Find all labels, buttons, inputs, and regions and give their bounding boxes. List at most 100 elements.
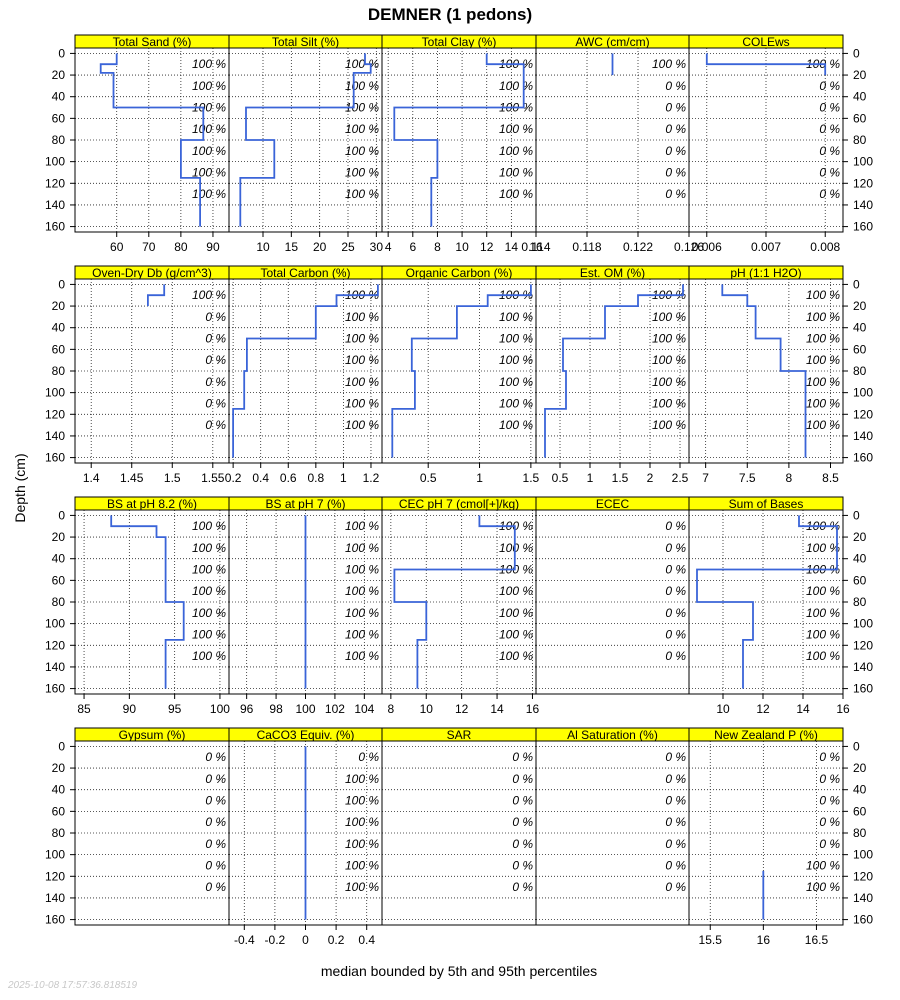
panel-11: BS at pH 8.2 (%) 100 % 100 % 100 % 100 % 100 … — [74, 496, 230, 716]
panel-7: Total Carbon (%) 100 % 100 % 100 % 100 % 100 … — [225, 265, 383, 485]
x-axis-caption: median bounded by 5th and 95th percentil… — [320, 963, 598, 979]
panel-20: New Zealand P (%)0 %0 %0 %0 %0 %100 %100… — [688, 727, 844, 947]
x-tick-label: 12 — [455, 702, 469, 716]
x-tick-label: 16.5 — [805, 933, 829, 947]
x-tick-label: 8 — [786, 471, 793, 485]
pct-label: 100 % — [652, 375, 686, 389]
panel-title: Total Carbon (%) — [260, 266, 350, 280]
x-tick-label: 14 — [796, 702, 810, 716]
y-axis-row-2: 0 0 20 20 40 40 60 60 80 80 100 100 120 120 140 140 160 1… — [45, 277, 873, 464]
x-tick-label: 0.5 — [420, 471, 437, 485]
pct-label: 0 % — [205, 418, 226, 432]
pct-label: 100 % — [806, 396, 840, 410]
pct-label: 0 % — [819, 122, 840, 136]
panel-6: Oven-Dry Db (g/cm^3) 100 % 0 % 0 % 0 % 0 % 0 %… — [74, 265, 230, 485]
pct-label: 100 % — [499, 627, 533, 641]
y-tick-label-right: 60 — [853, 111, 867, 125]
pct-label: 100 % — [499, 649, 533, 663]
pct-label: 0 % — [819, 794, 840, 808]
page-title: DEMNER (1 pedons) — [367, 5, 533, 24]
y-tick-label-right: 160 — [853, 451, 873, 465]
y-tick-label-right: 0 — [853, 46, 860, 60]
pct-label: 100 % — [652, 310, 686, 324]
y-tick-label-right: 160 — [853, 913, 873, 927]
y-tick-label-right: 60 — [853, 342, 867, 356]
pct-label: 0 % — [205, 858, 226, 872]
y-axis-label: Depth (cm) — [12, 453, 28, 523]
x-tick-label: 0.126 — [674, 240, 704, 254]
pct-label: 0 % — [665, 563, 686, 577]
x-tick-label: 6 — [409, 240, 416, 254]
pct-label: 100 % — [345, 332, 379, 346]
x-tick-label: 0.4 — [358, 933, 375, 947]
pct-label: 100 % — [345, 353, 379, 367]
x-tick-label: 1 — [476, 471, 483, 485]
pct-label: 100 % — [345, 606, 379, 620]
panel-title: BS at pH 7 (%) — [265, 497, 345, 511]
pct-label: 100 % — [192, 649, 226, 663]
x-tick-label: 102 — [325, 702, 345, 716]
x-tick-label: 10 — [420, 702, 434, 716]
pct-label: 100 % — [345, 772, 379, 786]
panel-title: Total Sand (%) — [113, 35, 192, 49]
pct-label: 100 % — [806, 418, 840, 432]
pct-label: 100 % — [806, 627, 840, 641]
y-tick-label: 100 — [45, 386, 65, 400]
x-tick-label: 16 — [757, 933, 771, 947]
y-tick-label: 60 — [52, 573, 66, 587]
panel-frame — [228, 278, 383, 464]
pct-label: 100 % — [806, 541, 840, 555]
y-tick-label: 0 — [58, 508, 65, 522]
panel-frame — [381, 740, 537, 926]
x-tick-label: 98 — [269, 702, 283, 716]
x-tick-label: 7 — [702, 471, 709, 485]
pct-label: 100 % — [345, 649, 379, 663]
pct-label: 0 % — [665, 122, 686, 136]
y-tick-label-right: 40 — [853, 783, 867, 797]
y-tick-label: 60 — [52, 111, 66, 125]
y-tick-label: 20 — [52, 299, 66, 313]
pct-label: 100 % — [192, 563, 226, 577]
panel-title: SAR — [447, 728, 472, 742]
x-tick-label: 4 — [385, 240, 392, 254]
pct-label: 100 % — [345, 563, 379, 577]
x-tick-label: -0.4 — [234, 933, 255, 947]
pct-label: 0 % — [665, 165, 686, 179]
panel-3: Total Clay (%) 100 % 100 % 100 % 100 % 100 % 1… — [381, 34, 543, 254]
x-tick-label: 8 — [388, 702, 395, 716]
panel-title: Organic Carbon (%) — [406, 266, 513, 280]
pct-label: 100 % — [499, 310, 533, 324]
x-tick-label: 95 — [168, 702, 182, 716]
y-tick-label-right: 40 — [853, 90, 867, 104]
median-line — [110, 515, 185, 689]
pct-label: 100 % — [345, 627, 379, 641]
pct-label: 0 % — [205, 353, 226, 367]
x-tick-label: 85 — [77, 702, 91, 716]
x-tick-label: 1 — [340, 471, 347, 485]
y-tick-label-right: 100 — [853, 617, 873, 631]
x-tick-label: 0.8 — [307, 471, 324, 485]
panel-10: pH (1:1 H2O) 100 % 100 % 100 % 100 % 100 % 100… — [688, 265, 844, 485]
median-line — [393, 53, 525, 227]
y-tick-label-right: 120 — [853, 638, 873, 652]
median-line — [232, 284, 379, 458]
pct-label: 0 % — [665, 649, 686, 663]
panel-title: Gypsum (%) — [119, 728, 186, 742]
panel-frame — [535, 509, 690, 695]
panel-title: ECEC — [596, 497, 630, 511]
pct-label: 0 % — [665, 837, 686, 851]
pct-label: 0 % — [205, 375, 226, 389]
pct-label: 0 % — [665, 144, 686, 158]
y-tick-label: 140 — [45, 429, 65, 443]
pct-label: 100 % — [806, 880, 840, 894]
y-tick-label-right: 80 — [853, 364, 867, 378]
y-tick-label-right: 140 — [853, 429, 873, 443]
pct-label: 100 % — [192, 122, 226, 136]
pct-label: 100 % — [499, 541, 533, 555]
pct-label: 100 % — [345, 165, 379, 179]
y-tick-label-right: 140 — [853, 660, 873, 674]
pct-label: 100 % — [192, 101, 226, 115]
pct-label: 100 % — [499, 606, 533, 620]
pct-label: 100 % — [345, 375, 379, 389]
pct-label: 0 % — [205, 880, 226, 894]
